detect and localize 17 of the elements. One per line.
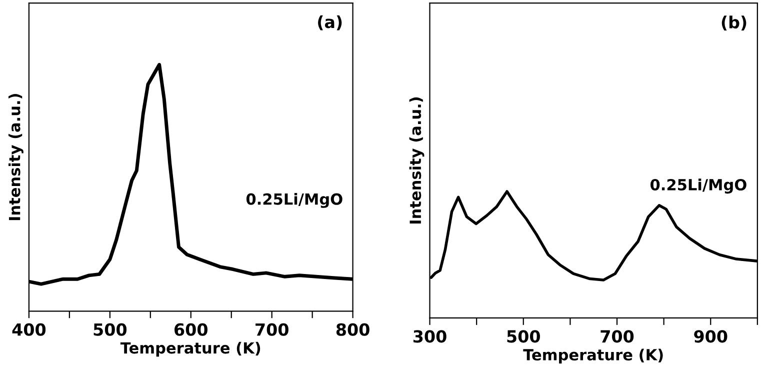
x-tick-label: 600 (174, 323, 208, 336)
y-axis-title: Intensity (a.u.) (8, 94, 24, 220)
chart-title: (b) (722, 16, 746, 30)
x-tick-label: 400 (12, 323, 46, 336)
series-label: 0.25Li/MgO (650, 178, 746, 194)
x-tick-label: 500 (507, 330, 540, 343)
x-tick-label: 900 (694, 330, 728, 343)
x-axis-title: Temperature (K) (523, 348, 663, 364)
x-tick-label: 300 (413, 330, 446, 343)
chart-title: (a) (318, 15, 342, 30)
x-tick-label: 700 (256, 323, 288, 336)
text: 0.25Li/MgO (246, 193, 342, 208)
y-axis-title: Intensity (a.u.) (409, 97, 424, 224)
x-axis-title: Temperature (K) (120, 342, 260, 357)
x-tick-label: 700 (600, 330, 634, 343)
x-tick-label: 500 (94, 323, 127, 336)
x-tick-label: 800 (336, 323, 370, 336)
